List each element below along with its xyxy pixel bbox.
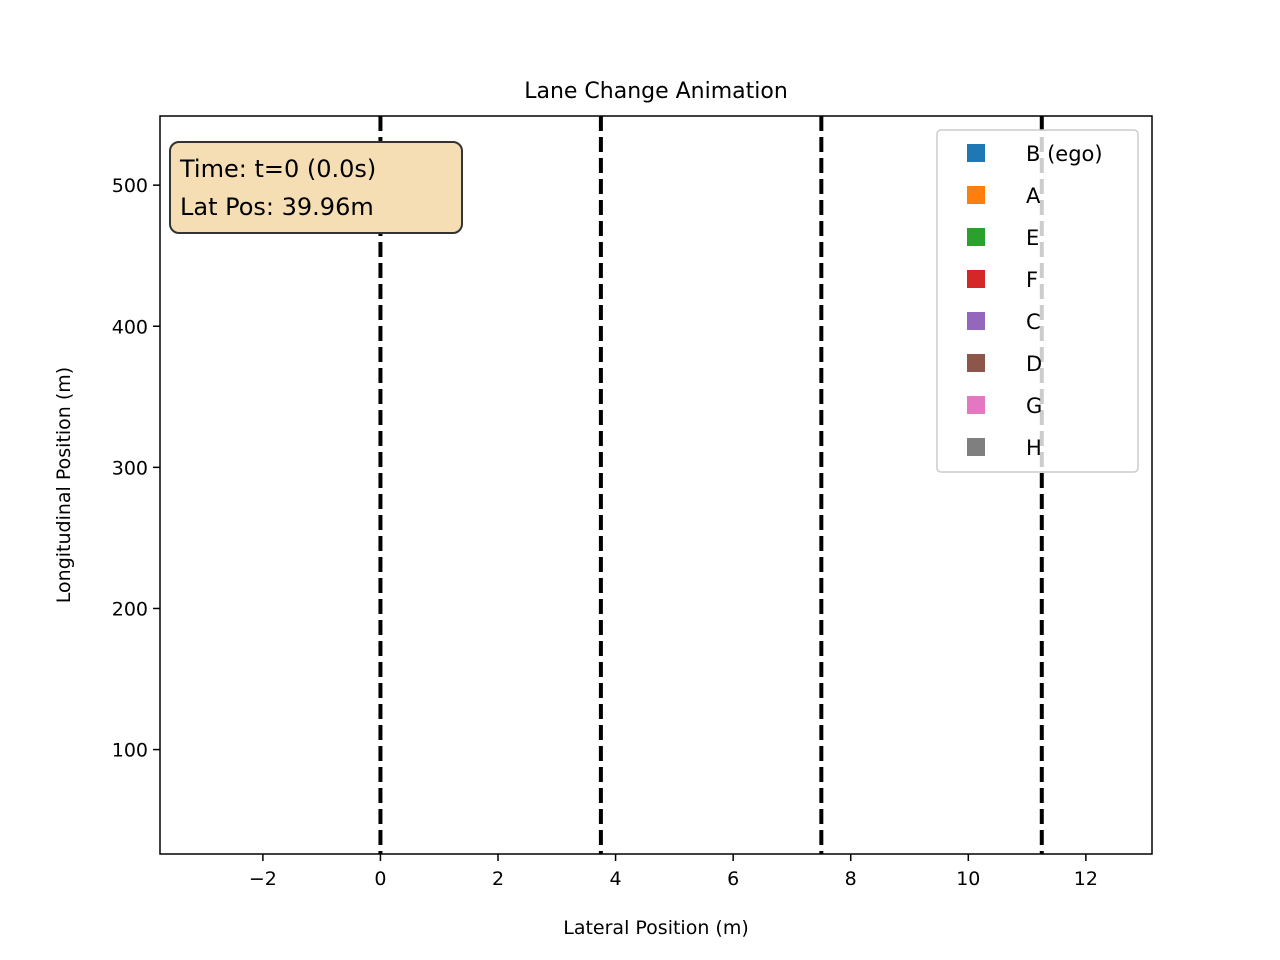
legend-marker — [967, 186, 985, 204]
lane-lines — [378, 116, 1044, 854]
legend-label: F — [1026, 268, 1038, 292]
x-tick-label: 6 — [727, 868, 739, 890]
chart-title: Lane Change Animation — [524, 79, 788, 104]
info-box-lat-pos: Lat Pos: 39.96m — [180, 193, 374, 221]
info-box-time: Time: t=0 (0.0s) — [179, 155, 376, 183]
legend-marker — [967, 270, 985, 288]
legend-marker — [967, 354, 985, 372]
legend-label: E — [1026, 226, 1039, 250]
info-box-background — [169, 141, 463, 234]
legend-label: A — [1026, 184, 1041, 208]
x-tick-label: −2 — [249, 868, 277, 890]
legend-label: H — [1026, 436, 1042, 460]
y-axis-ticks: 100 200 300 400 500 — [112, 175, 160, 762]
x-tick-label: 2 — [492, 868, 504, 890]
x-tick-label: 0 — [374, 868, 386, 890]
legend-marker — [967, 396, 985, 414]
y-tick-label: 300 — [112, 457, 148, 479]
y-tick-label: 100 — [112, 740, 148, 762]
y-tick-label: 400 — [112, 316, 148, 338]
y-axis-label: Longitudinal Position (m) — [53, 367, 75, 603]
legend-label: C — [1026, 310, 1041, 334]
plot-frame — [159, 115, 1153, 855]
x-tick-label: 12 — [1074, 868, 1098, 890]
x-axis-label: Lateral Position (m) — [563, 917, 749, 939]
info-box: Time: t=0 (0.0s) Lat Pos: 39.96m — [169, 141, 463, 234]
plot-area — [159, 115, 1153, 855]
y-tick-label: 500 — [112, 175, 148, 197]
y-tick-label: 200 — [112, 598, 148, 620]
legend-marker — [967, 144, 985, 162]
x-tick-label: 4 — [610, 868, 622, 890]
legend-label: B (ego) — [1026, 142, 1103, 166]
legend-marker — [967, 312, 985, 330]
legend-marker — [967, 438, 985, 456]
legend-marker — [967, 228, 985, 246]
x-axis-ticks: −2 0 2 4 6 8 10 12 — [249, 854, 1098, 890]
legend-frame — [936, 129, 1139, 473]
x-tick-label: 10 — [956, 868, 980, 890]
legend-label: D — [1026, 352, 1042, 376]
x-tick-label: 8 — [845, 868, 857, 890]
legend-label: G — [1026, 394, 1042, 418]
